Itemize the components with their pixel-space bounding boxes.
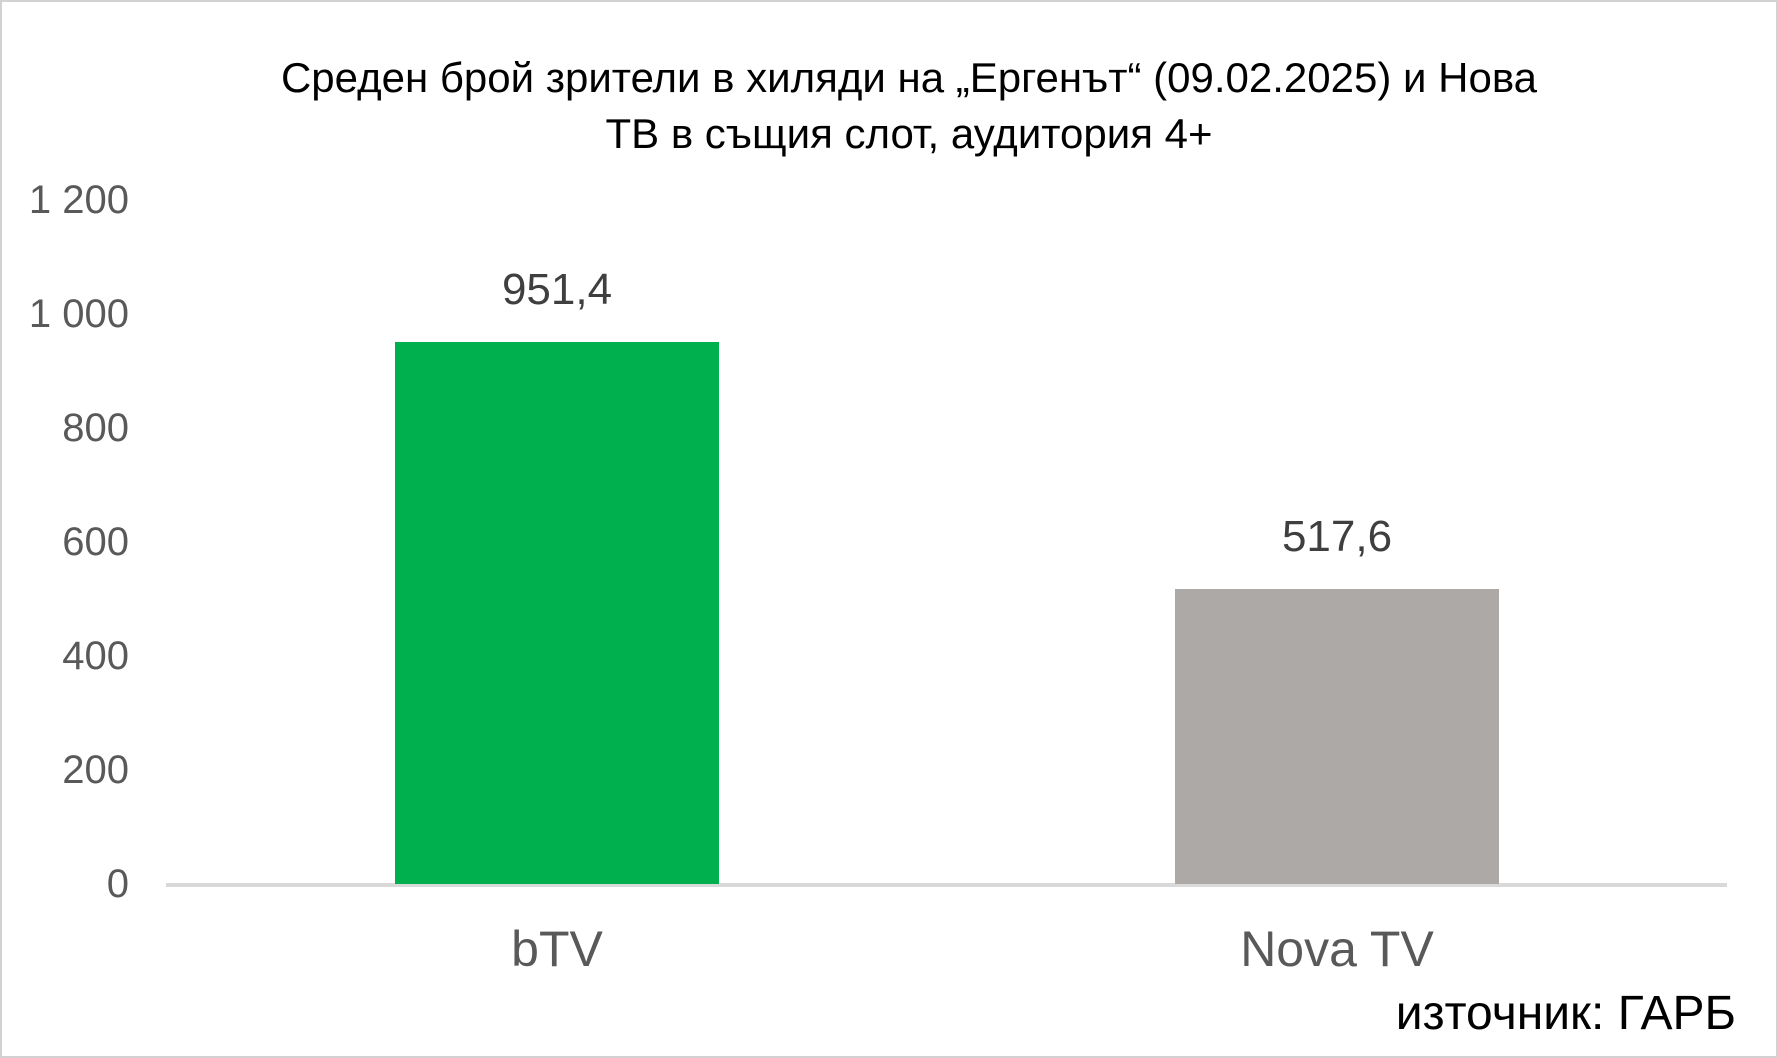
y-tick-label: 200 xyxy=(62,748,129,792)
y-tick-label: 400 xyxy=(62,634,129,678)
x-axis-line xyxy=(166,883,1727,887)
y-tick-label: 1 000 xyxy=(28,292,129,336)
category-label-nova-tv: Nova TV xyxy=(1240,921,1434,977)
data-label-nova-tv: 517,6 xyxy=(1281,511,1393,561)
y-tick-label: 0 xyxy=(106,862,129,906)
y-tick-label: 600 xyxy=(62,520,129,564)
chart-title-line-2: ТВ в същия слот, аудитория 4+ xyxy=(605,110,1213,157)
y-tick-label: 800 xyxy=(62,406,129,450)
bar-nova-tv xyxy=(1175,588,1499,884)
bar-btv xyxy=(395,341,719,884)
x-axis-category-labels: bTV Nova TV xyxy=(167,918,1727,984)
data-label-btv: 951,4 xyxy=(501,264,613,314)
y-tick-label: 1 200 xyxy=(28,178,129,222)
chart-title-line-1: Среден брой зрители в хиляди на „Ергенът… xyxy=(280,54,1538,101)
y-axis-tick-labels: 0 200 400 600 800 1 000 1 200 xyxy=(2,2,129,1056)
category-label-btv: bTV xyxy=(511,921,603,977)
plot-area: 951,4 517,6 xyxy=(167,200,1727,884)
chart-title: Среден брой зрители в хиляди на „Ергенът… xyxy=(109,50,1709,162)
source-credit: източник: ГАРБ xyxy=(1395,987,1736,1040)
